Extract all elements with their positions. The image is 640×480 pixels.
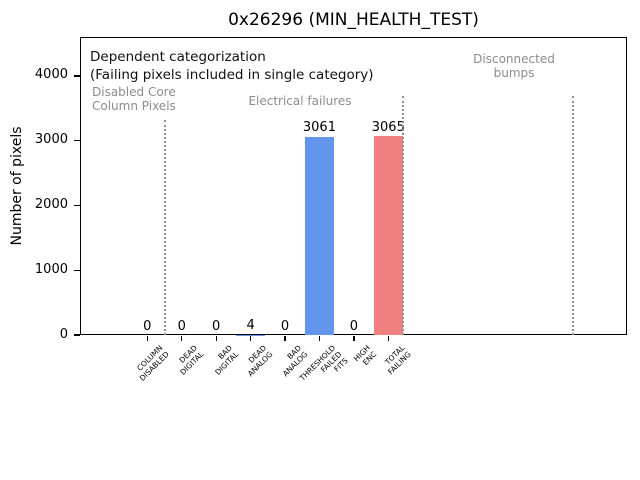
x-tick-mark <box>146 335 148 341</box>
x-category-label: HIGH ENC <box>351 343 378 367</box>
y-tick-label: 2000 <box>34 196 68 212</box>
x-category-label: BAD DIGITAL <box>212 343 241 377</box>
bar-value-label: 0 <box>143 318 152 334</box>
x-tick-mark <box>249 335 252 341</box>
y-tick-mark <box>74 334 80 336</box>
bar-value-label: 3061 <box>302 120 336 136</box>
y-axis-label: Number of pixels <box>9 126 25 246</box>
annotation-note-line1: Dependent categorization <box>90 49 266 65</box>
x-tick-mark <box>353 335 355 341</box>
group-separator-line <box>163 120 166 335</box>
x-category-label: DEAD ANALOG <box>245 343 275 379</box>
plot-area <box>80 37 627 335</box>
y-tick-mark <box>74 140 80 142</box>
bar-value-label: 4 <box>246 318 255 334</box>
x-category-label: TOTAL FAILING <box>382 343 413 377</box>
bar-total-failing <box>373 136 403 335</box>
x-tick-mark <box>215 335 217 341</box>
group-annotation: Disconnected bumps <box>473 52 555 80</box>
bar-threshold-failed-fits <box>304 136 334 335</box>
bar-value-label: 3065 <box>371 119 405 135</box>
group-separator-line <box>402 96 405 335</box>
y-tick-mark <box>74 75 80 77</box>
y-tick-label: 3000 <box>34 132 68 148</box>
y-tick-label: 4000 <box>34 67 68 83</box>
y-tick-label: 1000 <box>34 261 68 277</box>
annotation-note-line2: (Failing pixels included in single categ… <box>90 67 374 83</box>
group-annotation: Electrical failures <box>248 94 352 108</box>
x-tick-mark <box>318 335 321 341</box>
x-tick-mark <box>181 335 183 341</box>
x-category-label: DEAD DIGITAL <box>177 343 206 377</box>
chart-title: 0x26296 (MIN_HEALTH_TEST) <box>228 10 479 30</box>
group-annotation: Disabled Core Column Pixels <box>92 85 176 113</box>
bar-value-label: 0 <box>280 318 290 334</box>
x-tick-mark <box>284 335 286 341</box>
y-tick-mark <box>74 269 80 271</box>
x-category-label: COLUMN DISABLED <box>135 343 172 383</box>
y-tick-mark <box>74 204 80 207</box>
bar-value-label: 0 <box>177 318 186 334</box>
group-separator-line <box>571 96 574 335</box>
bar-value-label: 0 <box>212 318 221 334</box>
bar-value-label: 0 <box>349 318 359 334</box>
x-tick-mark <box>387 335 389 341</box>
y-tick-label: 0 <box>59 326 68 342</box>
